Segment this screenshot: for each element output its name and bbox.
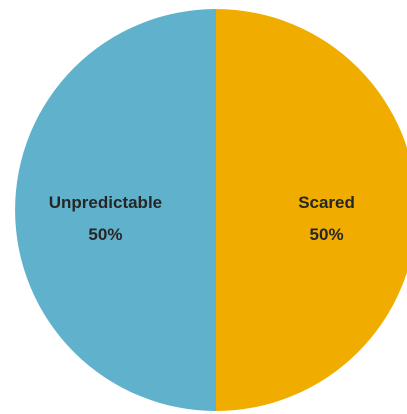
slice-label-scared: Scared — [298, 193, 355, 212]
slice-value-scared: 50% — [310, 225, 344, 244]
pie-slices — [15, 9, 407, 411]
pie-slice-scared — [216, 9, 407, 411]
slice-label-unpredictable: Unpredictable — [49, 193, 162, 212]
pie-slice-unpredictable — [15, 9, 216, 411]
pie-labels: Scared 50% Unpredictable 50% — [49, 193, 355, 244]
slice-value-unpredictable: 50% — [88, 225, 122, 244]
